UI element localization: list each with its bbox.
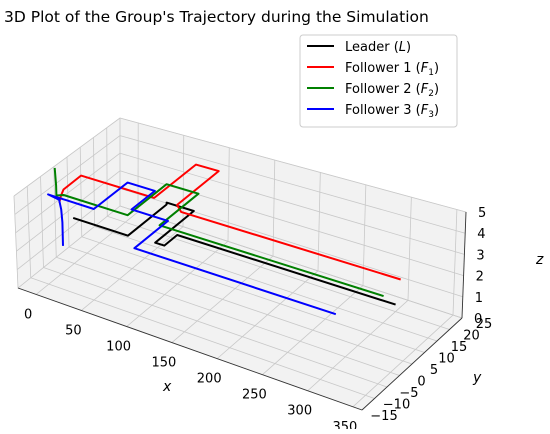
x-tick-label: 100: [106, 340, 131, 355]
y-tick-label: −5: [399, 386, 418, 401]
x-axis-label: x: [162, 379, 172, 395]
y-tick-label: 0: [417, 375, 425, 390]
z-tick-label: 2: [476, 270, 484, 285]
x-tick-label: 200: [197, 372, 222, 387]
z-tick-label: 4: [477, 227, 485, 242]
legend-label-2: Follower 1 (F1): [345, 61, 439, 78]
z-tick-label: 0: [474, 312, 482, 327]
x-tick-label: 250: [242, 388, 267, 403]
grid-line-y: [107, 128, 108, 217]
legend-label-3: Follower 2 (F2): [345, 82, 439, 99]
chart-title: 3D Plot of the Group's Trajectory during…: [4, 8, 429, 26]
x-tick-label: 300: [287, 404, 312, 419]
x-tick-label: 350: [332, 420, 357, 429]
axis-panes: [14, 118, 466, 410]
legend-label-1: Leader (L): [345, 40, 411, 55]
y-axis-label: y: [472, 370, 482, 386]
x-tick-label: 150: [151, 356, 176, 371]
z-tick-label: 3: [476, 248, 484, 263]
x-tick-label: 50: [65, 324, 82, 339]
z-tick-label: 5: [478, 206, 486, 221]
z-axis-label: z: [535, 252, 544, 268]
x-tick-label: 0: [24, 307, 32, 322]
z-tick-label: 1: [475, 291, 483, 306]
y-tick-label: 5: [430, 363, 438, 378]
legend-label-4: Follower 3 (F3): [345, 103, 439, 120]
legend: Leader (L) Follower 1 (F1) Follower 2 (F2)…: [300, 35, 457, 127]
